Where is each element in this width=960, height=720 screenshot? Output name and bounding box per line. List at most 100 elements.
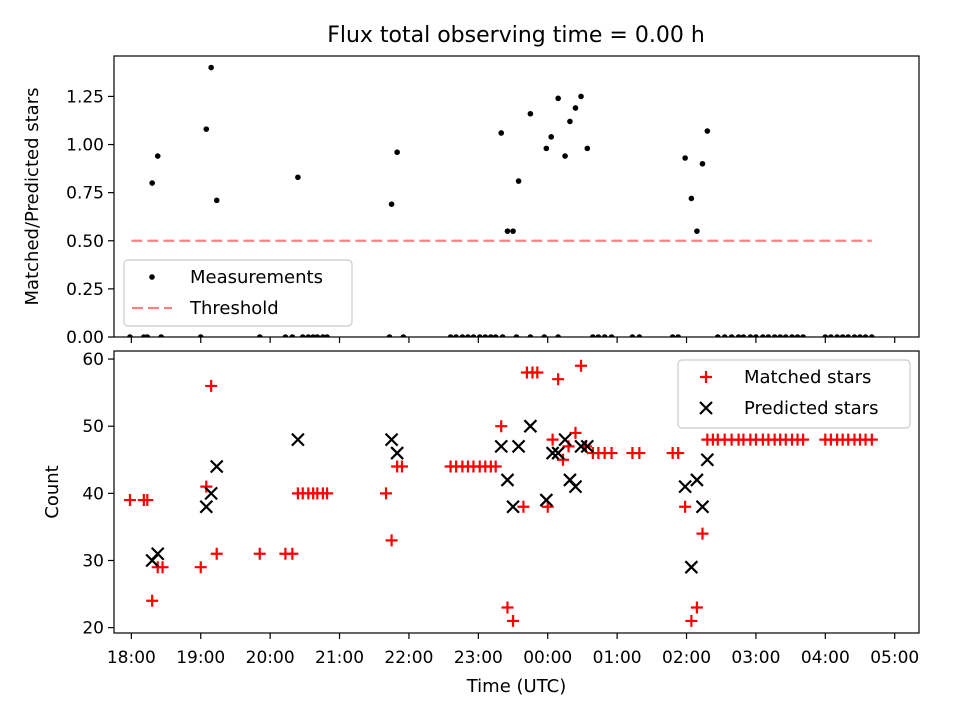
data-point	[865, 433, 878, 446]
x-tick-label: 23:00	[454, 648, 503, 668]
data-point	[605, 447, 618, 460]
data-point	[567, 118, 573, 125]
data-point	[299, 334, 306, 337]
data-point	[527, 110, 534, 117]
data-point	[735, 334, 742, 337]
data-point	[523, 419, 538, 433]
data-point	[144, 334, 151, 337]
data-point	[595, 334, 602, 337]
data-point	[543, 145, 550, 152]
data-point	[459, 334, 466, 337]
x-tick-label: 02:00	[662, 648, 711, 668]
x-tick-label: 18:00	[107, 648, 156, 668]
x-tick-label: 01:00	[593, 648, 642, 668]
data-point	[794, 334, 801, 337]
data-point	[286, 547, 299, 560]
data-point	[601, 334, 608, 337]
data-point	[465, 334, 471, 337]
y-tick-label: 50	[82, 417, 104, 437]
data-point	[539, 493, 554, 507]
data-point	[541, 334, 548, 337]
data-point	[556, 453, 569, 466]
data-point	[828, 334, 834, 337]
data-point	[291, 432, 305, 447]
data-point	[696, 527, 709, 540]
count-panel: 20 30 40 50 60 18:00 19:00 20:00 21:00 22:00 23:00…	[42, 350, 920, 697]
data-point	[531, 366, 544, 379]
data-point	[149, 180, 155, 186]
data-point	[282, 334, 289, 337]
data-point	[498, 130, 505, 136]
y-axis-label: Matched/Predicted stars	[22, 88, 43, 306]
data-point	[310, 334, 316, 337]
data-point	[546, 433, 559, 446]
data-point	[305, 334, 312, 337]
data-point	[495, 420, 508, 433]
data-point	[253, 547, 266, 560]
data-point	[636, 334, 643, 337]
data-point	[506, 499, 520, 514]
data-point	[551, 446, 565, 460]
legend-label: Matched stars	[744, 367, 871, 388]
data-point	[324, 334, 330, 337]
data-point	[507, 614, 520, 627]
legend-label: Threshold	[189, 298, 279, 319]
legend: Measurements Threshold	[123, 259, 353, 327]
data-point	[777, 334, 784, 337]
data-point	[395, 460, 408, 473]
data-point	[608, 334, 615, 337]
y-tick-label: 20	[82, 619, 104, 639]
legend-swatch	[700, 371, 712, 383]
data-point	[699, 160, 706, 167]
plot-area	[127, 64, 875, 337]
y-tick-label: 30	[82, 551, 104, 571]
legend-swatch	[149, 274, 155, 280]
data-point	[690, 473, 704, 487]
data-point	[545, 446, 560, 460]
data-point	[380, 487, 393, 500]
data-point	[568, 479, 583, 494]
data-point	[789, 334, 795, 337]
data-point	[721, 334, 728, 337]
x-axis-label: Time (UTC)	[466, 676, 567, 697]
data-point	[158, 334, 164, 337]
legend-swatch	[699, 401, 713, 415]
data-point	[154, 153, 161, 159]
data-point	[574, 439, 588, 454]
data-point	[678, 479, 692, 494]
data-point	[394, 149, 400, 156]
data-point	[203, 126, 210, 132]
data-point	[672, 447, 685, 460]
data-point	[552, 373, 565, 386]
y-tick-label: 1.00	[66, 136, 104, 156]
y-tick-label: 40	[82, 484, 104, 504]
data-point	[747, 334, 754, 337]
data-point	[150, 546, 165, 561]
data-point	[156, 561, 169, 574]
chart-title: Flux total observing time = 0.00 h	[327, 23, 705, 48]
data-point	[527, 334, 534, 337]
y-tick-label: 0.50	[66, 232, 104, 252]
data-point	[489, 460, 502, 473]
data-point	[199, 499, 214, 514]
data-point	[385, 534, 398, 547]
data-point	[704, 128, 711, 134]
data-point	[511, 439, 526, 454]
legend-label: Predicted stars	[744, 398, 878, 419]
legend-label: Measurements	[190, 267, 323, 288]
x-tick-label: 05:00	[870, 648, 919, 668]
data-point	[500, 473, 515, 487]
data-point	[488, 334, 494, 337]
data-point	[771, 334, 778, 337]
data-point	[580, 439, 595, 454]
data-point	[562, 153, 568, 159]
data-point	[388, 201, 395, 207]
data-point	[210, 547, 223, 560]
data-point	[504, 228, 511, 234]
data-point	[289, 334, 296, 337]
data-point	[584, 145, 591, 152]
y-tick-label: 0.75	[66, 184, 104, 204]
data-point	[194, 561, 207, 574]
data-point	[869, 334, 875, 337]
